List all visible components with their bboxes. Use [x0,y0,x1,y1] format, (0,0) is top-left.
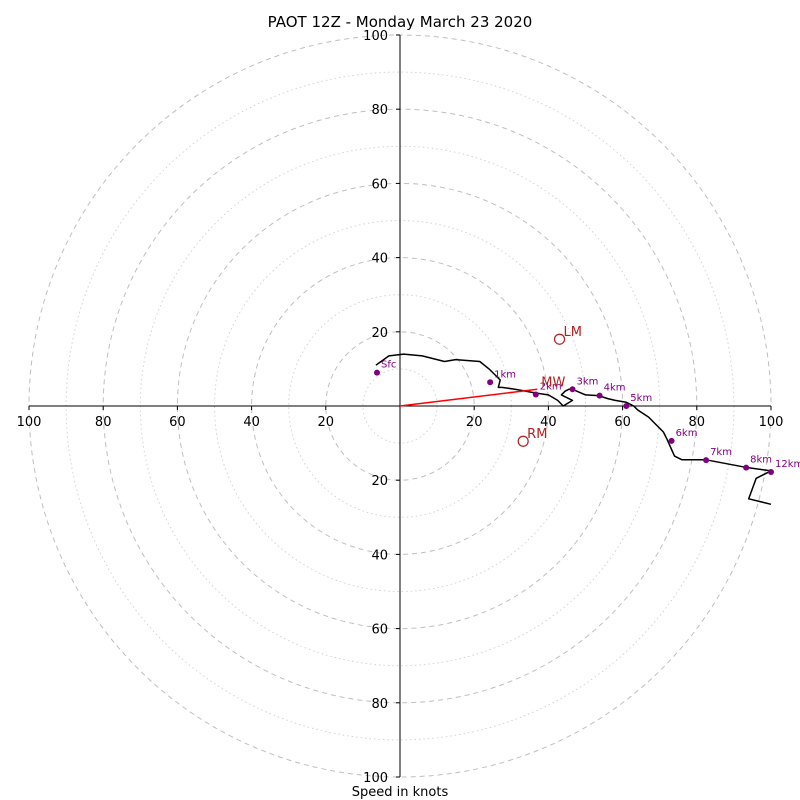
level-point-6km [668,437,675,444]
y-tick-label: 40 [371,548,388,563]
y-tick-label: 100 [363,771,388,786]
x-tick-label: 60 [614,415,631,430]
level-label-12km: 12km [775,459,800,470]
level-label-4km: 4km [604,383,626,394]
level-point-1km [487,379,494,386]
x-tick-label: 60 [169,415,186,430]
x-tick-label: 20 [318,415,335,430]
level-label-8km: 8km [750,455,772,466]
storm-motion-label-lm: LM [564,325,582,340]
level-label-7km: 7km [710,447,732,458]
level-label-5km: 5km [630,393,652,404]
x-tick-label: 40 [243,415,260,430]
storm-motion-marker-rm [517,435,529,447]
y-tick-label: 20 [371,474,388,489]
level-point-7km [703,457,710,464]
hodograph-profile [375,353,772,506]
x-tick-label: 20 [466,415,483,430]
x-tick-label: 100 [17,415,42,430]
level-point-3km [569,386,576,393]
y-tick-label: 60 [371,177,388,192]
level-label-3km: 3km [577,376,599,387]
storm-motions: LM RM MW [399,325,582,447]
storm-motion-marker-lm [553,333,566,345]
y-tick-label: 80 [371,697,388,712]
level-point-sfc [373,369,380,376]
level-label-2km: 2km [540,381,562,392]
y-tick-label: 100 [363,29,388,44]
level-point-4km [596,392,603,399]
x-tick-label: 40 [540,415,557,430]
level-label-6km: 6km [676,428,698,439]
mean-wind-vector [399,388,538,407]
x-tick-label: 80 [95,415,112,430]
storm-motion-label-rm: RM [527,427,547,442]
y-tick-label: 80 [371,103,388,118]
y-tick-label: 20 [371,326,388,341]
level-label-1km: 1km [494,369,516,380]
storm-motion-label-mw: MW [541,375,565,390]
chart-title: PAOT 12Z - Monday March 23 2020 [268,13,533,31]
x-axis-label: Speed in knots [352,785,449,800]
level-point-8km [743,464,750,471]
level-point-12km [768,469,774,476]
x-tick-label: 80 [689,415,706,430]
level-point-5km [623,403,630,409]
y-tick-label: 60 [371,623,388,638]
y-tick-label: 40 [371,252,388,267]
level-point-2km [532,391,539,398]
profile-line [375,353,772,506]
height-levels: Sfc 1km 2km 3km 4km 5km 6km 7km 8km 12km [373,360,800,476]
x-tick-label: 100 [759,415,784,430]
tick-labels: 100 80 60 40 20 20 40 60 80 100 100 80 60 40 20 20 40 60 8… [17,29,784,786]
level-label-sfc: Sfc [381,360,396,371]
